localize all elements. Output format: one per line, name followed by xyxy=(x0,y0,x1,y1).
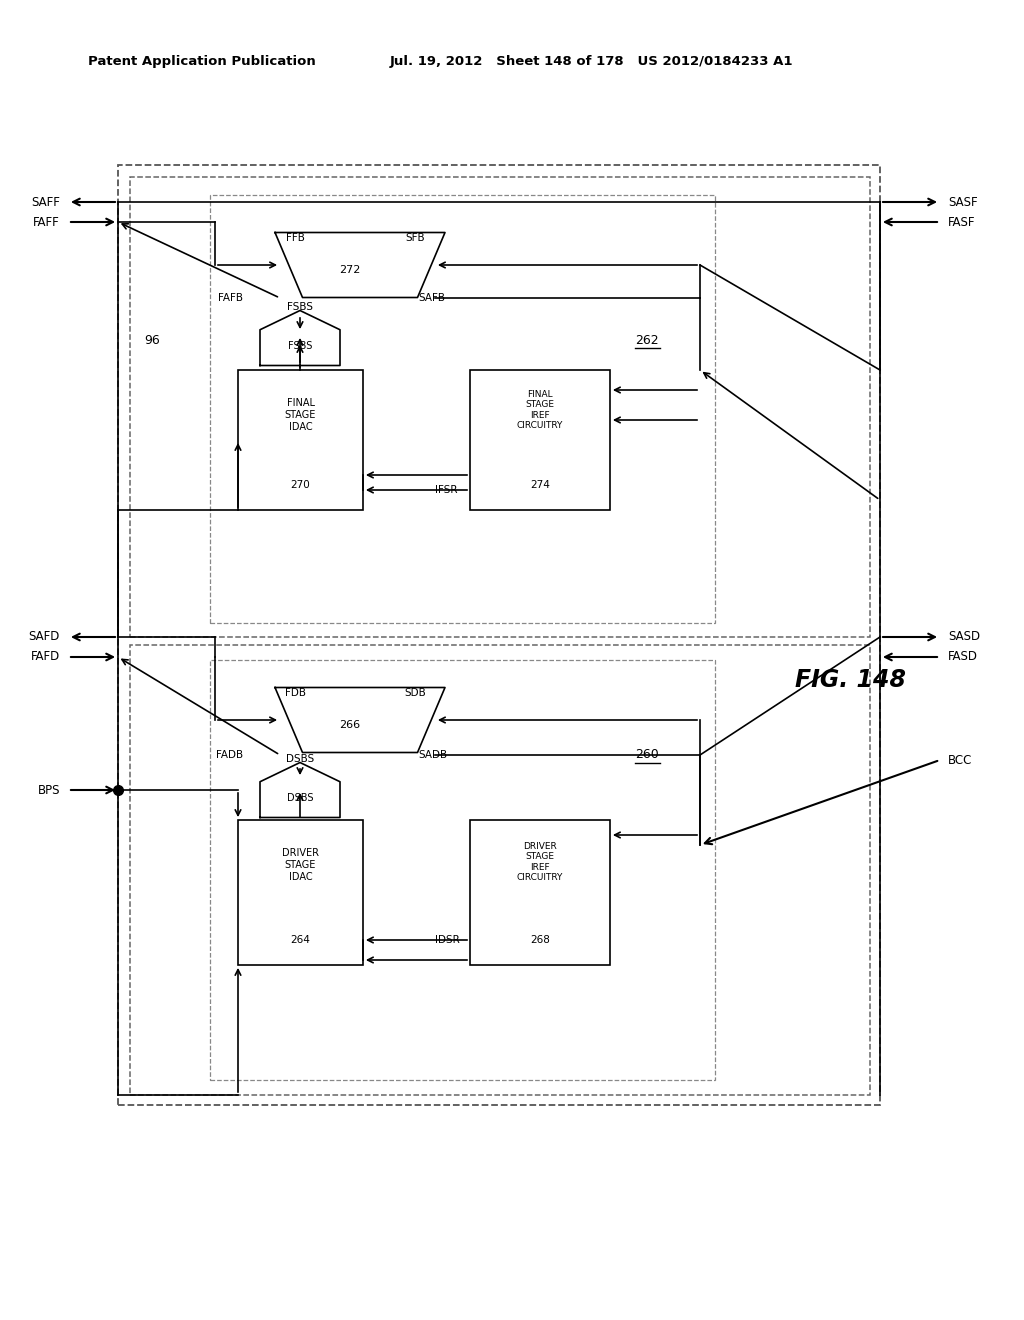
Text: 268: 268 xyxy=(530,935,550,945)
Text: BCC: BCC xyxy=(948,754,973,767)
Text: DSBS: DSBS xyxy=(287,793,313,803)
Text: Jul. 19, 2012   Sheet 148 of 178   US 2012/0184233 A1: Jul. 19, 2012 Sheet 148 of 178 US 2012/0… xyxy=(390,55,794,69)
Text: FAFD: FAFD xyxy=(31,651,60,664)
Text: SAFD: SAFD xyxy=(29,631,60,644)
Polygon shape xyxy=(275,232,445,297)
Bar xyxy=(130,177,870,638)
Text: FAFF: FAFF xyxy=(33,215,60,228)
Text: FASF: FASF xyxy=(948,215,976,228)
Text: FSBS: FSBS xyxy=(287,302,313,312)
Text: FADB: FADB xyxy=(216,750,243,760)
Bar xyxy=(238,370,362,510)
Text: SAFB: SAFB xyxy=(418,293,445,304)
Text: 274: 274 xyxy=(530,480,550,490)
Text: 260: 260 xyxy=(635,748,658,762)
Text: DSBS: DSBS xyxy=(286,754,314,764)
Polygon shape xyxy=(260,310,340,366)
Text: BPS: BPS xyxy=(38,784,60,796)
Bar xyxy=(210,195,715,623)
Text: FDB: FDB xyxy=(285,688,305,698)
Bar xyxy=(470,820,610,965)
Text: 96: 96 xyxy=(144,334,160,346)
Text: DRIVER
STAGE
IREF
CIRCUITRY: DRIVER STAGE IREF CIRCUITRY xyxy=(517,842,563,882)
Text: 264: 264 xyxy=(291,935,310,945)
Text: FFB: FFB xyxy=(286,234,304,243)
Text: FINAL
STAGE
IDAC: FINAL STAGE IDAC xyxy=(285,399,316,432)
Bar xyxy=(130,645,870,1096)
Text: SAFF: SAFF xyxy=(31,195,60,209)
Text: IFSR: IFSR xyxy=(435,484,458,495)
Text: SADB: SADB xyxy=(418,750,447,760)
Bar xyxy=(238,820,362,965)
Text: SDB: SDB xyxy=(404,688,426,698)
Text: DRIVER
STAGE
IDAC: DRIVER STAGE IDAC xyxy=(282,849,319,882)
Bar xyxy=(118,165,880,1105)
Text: 270: 270 xyxy=(291,480,310,490)
Text: FASD: FASD xyxy=(948,651,978,664)
Text: IDSR: IDSR xyxy=(435,935,460,945)
Text: FSBS: FSBS xyxy=(288,341,312,351)
Text: SASF: SASF xyxy=(948,195,978,209)
Text: SFB: SFB xyxy=(406,234,425,243)
Bar xyxy=(470,370,610,510)
Text: 262: 262 xyxy=(635,334,658,346)
Text: FINAL
STAGE
IREF
CIRCUITRY: FINAL STAGE IREF CIRCUITRY xyxy=(517,389,563,430)
Text: Patent Application Publication: Patent Application Publication xyxy=(88,55,315,69)
Text: FIG. 148: FIG. 148 xyxy=(795,668,906,692)
Bar xyxy=(210,660,715,1080)
Text: 272: 272 xyxy=(339,265,360,275)
Text: 266: 266 xyxy=(339,719,360,730)
Polygon shape xyxy=(260,763,340,817)
Text: SASD: SASD xyxy=(948,631,980,644)
Polygon shape xyxy=(275,688,445,752)
Text: FAFB: FAFB xyxy=(218,293,243,304)
